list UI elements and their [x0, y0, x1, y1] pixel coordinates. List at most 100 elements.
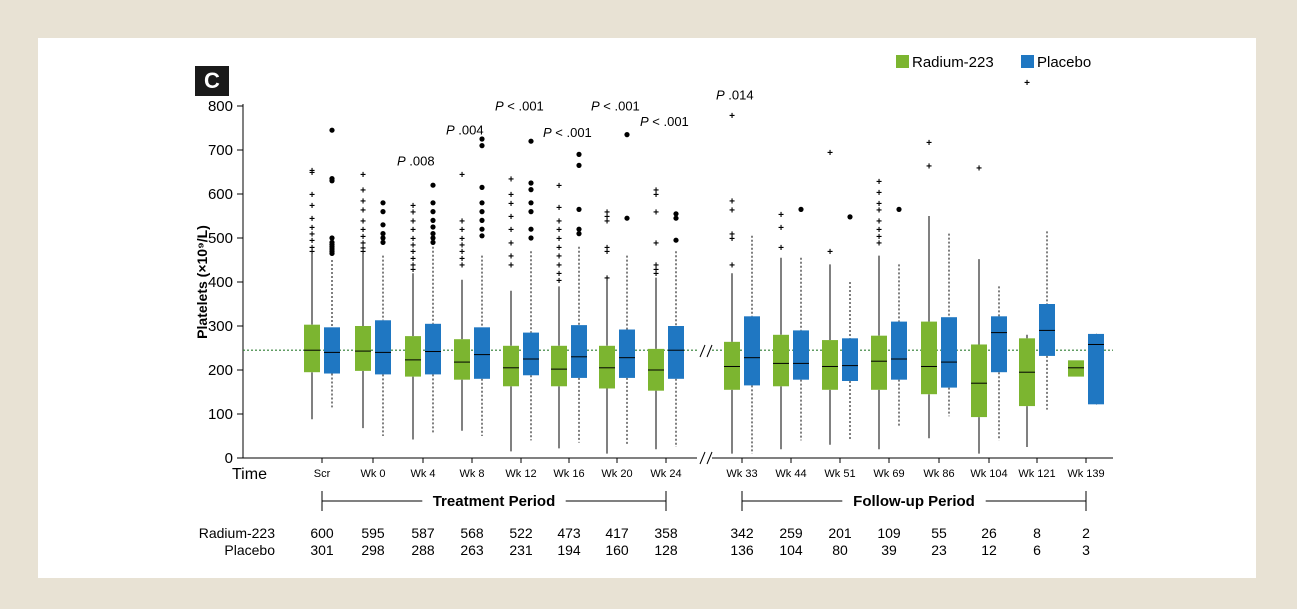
radium-223-box — [599, 345, 615, 389]
n-at-risk-value: 39 — [881, 542, 897, 558]
y-tick-label: 500 — [208, 230, 233, 247]
radium-223-outlier: + — [827, 148, 833, 159]
radium-223-outlier: + — [459, 234, 465, 245]
radium-223-outlier: + — [410, 234, 416, 245]
placebo-outlier — [479, 200, 485, 206]
y-tick-label: 700 — [208, 142, 233, 159]
x-tick-label: Wk 51 — [824, 468, 855, 480]
placebo-box — [474, 327, 490, 379]
n-at-risk-value: 522 — [509, 525, 533, 541]
y-tick-label: 400 — [208, 274, 233, 291]
radium-223-outlier: + — [556, 181, 562, 192]
n-row-label: Placebo — [224, 542, 275, 558]
x-tick-label: Wk 4 — [410, 468, 435, 480]
radium-223-box — [405, 336, 421, 377]
n-at-risk-value: 600 — [310, 525, 334, 541]
placebo-box — [571, 325, 587, 378]
radium-223-outlier: + — [360, 247, 366, 258]
placebo-outlier — [479, 143, 485, 149]
placebo-outlier — [528, 200, 534, 206]
placebo-outlier — [576, 151, 582, 157]
radium-223-outlier: + — [653, 269, 659, 280]
radium-223-outlier: + — [556, 276, 562, 287]
radium-223-outlier: + — [778, 210, 784, 221]
n-at-risk-value: 298 — [361, 542, 385, 558]
y-axis-title: Platelets (×10⁹/L) — [194, 225, 210, 339]
placebo-outlier — [380, 235, 386, 241]
radium-223-outlier: + — [309, 230, 315, 241]
radium-223-box — [971, 344, 987, 418]
placebo-outlier — [380, 239, 386, 245]
radium-223-outlier: + — [604, 274, 610, 285]
radium-223-outlier: + — [309, 223, 315, 234]
n-at-risk-value: 104 — [779, 542, 803, 558]
n-at-risk-value: 587 — [411, 525, 435, 541]
legend-swatch-placebo — [1021, 55, 1034, 68]
x-tick-label: Wk 44 — [775, 468, 806, 480]
n-at-risk-value: 136 — [730, 542, 754, 558]
follow-up-period-label: Follow-up Period — [853, 493, 975, 510]
radium-223-box — [503, 345, 519, 387]
placebo-outlier — [329, 235, 335, 241]
placebo-outlier — [479, 209, 485, 215]
y-tick-label: 0 — [225, 450, 233, 467]
n-at-risk-value: 568 — [460, 525, 484, 541]
radium-223-outlier: + — [729, 197, 735, 208]
x-tick-label: Wk 33 — [726, 468, 757, 480]
radium-223-outlier: + — [508, 225, 514, 236]
radium-223-outlier: + — [604, 243, 610, 254]
placebo-outlier — [528, 226, 534, 232]
placebo-outlier — [430, 200, 436, 206]
x-tick-label: Wk 16 — [553, 468, 584, 480]
radium-223-outlier: + — [410, 265, 416, 276]
radium-223-outlier: + — [309, 166, 315, 177]
placebo-outlier — [479, 233, 485, 239]
n-at-risk-value: 109 — [877, 525, 901, 541]
radium-223-outlier: + — [360, 244, 366, 255]
radium-223-outlier: + — [1024, 78, 1030, 89]
radium-223-outlier: + — [556, 203, 562, 214]
placebo-outlier — [479, 136, 485, 142]
n-at-risk-value: 55 — [931, 525, 947, 541]
radium-223-outlier: + — [876, 188, 882, 199]
radium-223-outlier: + — [556, 234, 562, 245]
n-at-risk-value: 8 — [1033, 525, 1041, 541]
placebo-box — [1088, 333, 1104, 405]
placebo-outlier — [479, 226, 485, 232]
n-at-risk-value: 231 — [509, 542, 533, 558]
placebo-outlier — [576, 162, 582, 168]
n-at-risk-value: 12 — [981, 542, 997, 558]
radium-223-box — [304, 324, 320, 373]
radium-223-outlier: + — [309, 214, 315, 225]
n-at-risk-value: 3 — [1082, 542, 1090, 558]
panel-label: C — [195, 66, 229, 96]
radium-223-outlier: + — [360, 216, 366, 227]
n-at-risk-value: 595 — [361, 525, 385, 541]
axis-break-mark — [699, 451, 706, 465]
n-at-risk-value: 259 — [779, 525, 803, 541]
radium-223-box — [1068, 360, 1084, 377]
axis-break-mark — [706, 451, 713, 465]
radium-223-box — [724, 341, 740, 390]
radium-223-outlier: + — [459, 241, 465, 252]
x-tick-label: Wk 69 — [873, 468, 904, 480]
radium-223-outlier: + — [459, 260, 465, 271]
radium-223-outlier: + — [778, 223, 784, 234]
n-at-risk-value: 26 — [981, 525, 997, 541]
radium-223-outlier: + — [410, 260, 416, 271]
radium-223-outlier: + — [508, 199, 514, 210]
n-at-risk-value: 358 — [654, 525, 678, 541]
radium-223-outlier: + — [556, 225, 562, 236]
n-at-risk-value: 6 — [1033, 542, 1041, 558]
p-value-annotation: P < .001 — [543, 125, 592, 140]
placebo-outlier — [430, 217, 436, 223]
placebo-outlier — [673, 215, 679, 221]
radium-223-box — [355, 326, 371, 371]
placebo-outlier — [430, 182, 436, 188]
legend-swatch-radium-223 — [896, 55, 909, 68]
radium-223-outlier: + — [876, 216, 882, 227]
radium-223-outlier: + — [556, 243, 562, 254]
radium-223-outlier: + — [360, 232, 366, 243]
n-at-risk-value: 342 — [730, 525, 754, 541]
